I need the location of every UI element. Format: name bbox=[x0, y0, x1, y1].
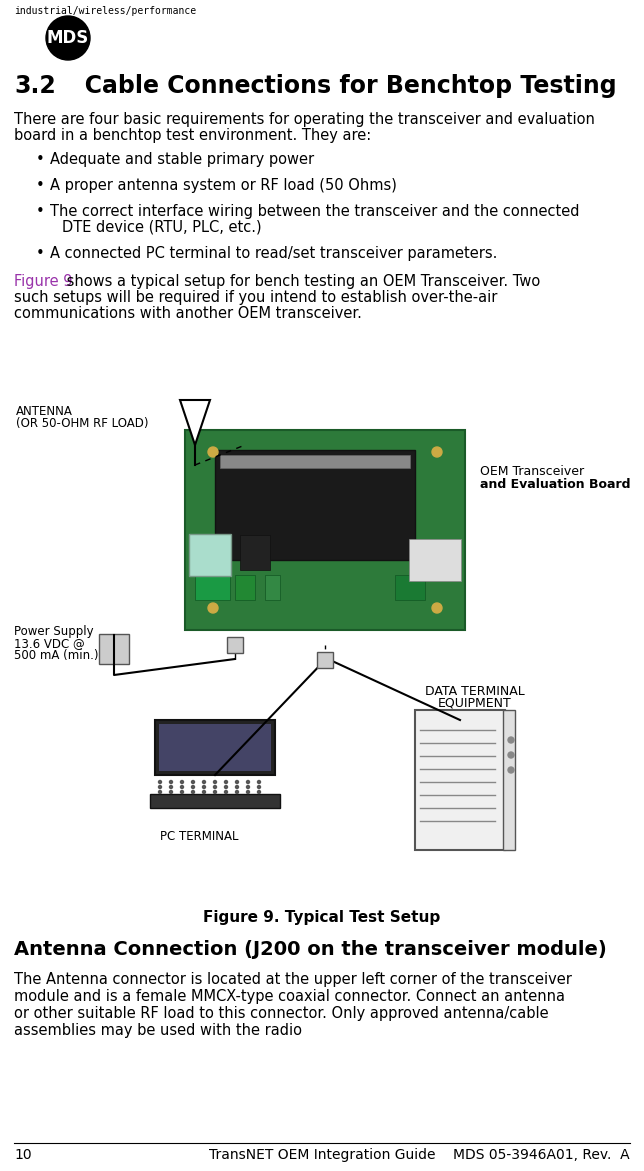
Circle shape bbox=[202, 790, 205, 794]
Text: shows a typical setup for bench testing an OEM Transceiver. Two: shows a typical setup for bench testing … bbox=[62, 274, 540, 289]
Circle shape bbox=[46, 16, 90, 60]
Circle shape bbox=[169, 790, 173, 794]
Circle shape bbox=[208, 603, 218, 612]
Circle shape bbox=[225, 781, 227, 783]
Circle shape bbox=[180, 786, 184, 788]
Text: and Evaluation Board: and Evaluation Board bbox=[480, 478, 630, 491]
Text: Antenna Connection (J200 on the transceiver module): Antenna Connection (J200 on the transcei… bbox=[14, 940, 607, 959]
FancyBboxPatch shape bbox=[220, 456, 410, 468]
Circle shape bbox=[258, 786, 261, 788]
Circle shape bbox=[247, 786, 249, 788]
FancyBboxPatch shape bbox=[189, 534, 231, 576]
Circle shape bbox=[191, 790, 194, 794]
Text: 500 mA (min.): 500 mA (min.) bbox=[14, 649, 99, 662]
Text: (OR 50-OHM RF LOAD): (OR 50-OHM RF LOAD) bbox=[16, 417, 149, 430]
Text: Figure 9. Typical Test Setup: Figure 9. Typical Test Setup bbox=[204, 910, 440, 925]
Circle shape bbox=[191, 781, 194, 783]
Text: board in a benchtop test environment. They are:: board in a benchtop test environment. Th… bbox=[14, 128, 371, 143]
FancyBboxPatch shape bbox=[415, 710, 505, 850]
Circle shape bbox=[432, 447, 442, 457]
Text: •: • bbox=[36, 152, 44, 167]
FancyBboxPatch shape bbox=[235, 575, 255, 600]
Text: The Antenna connector is located at the upper left corner of the transceiver: The Antenna connector is located at the … bbox=[14, 972, 572, 987]
Circle shape bbox=[214, 786, 216, 788]
Text: •: • bbox=[36, 178, 44, 193]
Circle shape bbox=[247, 781, 249, 783]
Circle shape bbox=[432, 603, 442, 612]
Text: TransNET OEM Integration Guide: TransNET OEM Integration Guide bbox=[209, 1148, 435, 1162]
Circle shape bbox=[214, 781, 216, 783]
Text: A connected PC terminal to read/set transceiver parameters.: A connected PC terminal to read/set tran… bbox=[50, 246, 497, 261]
Circle shape bbox=[158, 786, 162, 788]
Text: 3.2: 3.2 bbox=[14, 74, 56, 98]
Circle shape bbox=[508, 737, 514, 744]
Circle shape bbox=[247, 790, 249, 794]
Text: 10: 10 bbox=[14, 1148, 32, 1162]
Circle shape bbox=[225, 786, 227, 788]
Circle shape bbox=[508, 767, 514, 773]
Circle shape bbox=[169, 781, 173, 783]
FancyBboxPatch shape bbox=[155, 720, 275, 775]
Text: or other suitable RF load to this connector. Only approved antenna/cable: or other suitable RF load to this connec… bbox=[14, 1006, 549, 1021]
FancyBboxPatch shape bbox=[409, 539, 461, 581]
Circle shape bbox=[180, 781, 184, 783]
Circle shape bbox=[191, 786, 194, 788]
Text: Adequate and stable primary power: Adequate and stable primary power bbox=[50, 152, 314, 167]
FancyBboxPatch shape bbox=[99, 634, 129, 664]
Text: industrial/wireless/performance: industrial/wireless/performance bbox=[14, 6, 196, 16]
Circle shape bbox=[202, 781, 205, 783]
FancyBboxPatch shape bbox=[503, 710, 515, 850]
Circle shape bbox=[225, 790, 227, 794]
FancyBboxPatch shape bbox=[159, 724, 271, 771]
Circle shape bbox=[214, 790, 216, 794]
Text: Power Supply: Power Supply bbox=[14, 625, 93, 638]
Circle shape bbox=[208, 447, 218, 457]
FancyBboxPatch shape bbox=[227, 637, 243, 653]
Text: The correct interface wiring between the transceiver and the connected: The correct interface wiring between the… bbox=[50, 204, 580, 219]
FancyBboxPatch shape bbox=[265, 575, 280, 600]
Circle shape bbox=[180, 790, 184, 794]
Circle shape bbox=[258, 781, 261, 783]
Text: Figure 9: Figure 9 bbox=[14, 274, 73, 289]
Text: DTE device (RTU, PLC, etc.): DTE device (RTU, PLC, etc.) bbox=[62, 220, 261, 235]
Text: communications with another OEM transceiver.: communications with another OEM transcei… bbox=[14, 306, 362, 321]
Text: Cable Connections for Benchtop Testing: Cable Connections for Benchtop Testing bbox=[60, 74, 616, 98]
Circle shape bbox=[158, 781, 162, 783]
Circle shape bbox=[236, 786, 238, 788]
Text: assemblies may be used with the radio: assemblies may be used with the radio bbox=[14, 1023, 302, 1038]
Circle shape bbox=[236, 790, 238, 794]
Text: •: • bbox=[36, 246, 44, 261]
FancyBboxPatch shape bbox=[317, 652, 333, 667]
Circle shape bbox=[236, 781, 238, 783]
Text: MDS: MDS bbox=[47, 29, 89, 47]
Circle shape bbox=[508, 752, 514, 758]
Text: MDS 05-3946A01, Rev.  A: MDS 05-3946A01, Rev. A bbox=[453, 1148, 630, 1162]
Circle shape bbox=[202, 786, 205, 788]
Polygon shape bbox=[180, 400, 210, 445]
Text: •: • bbox=[36, 204, 44, 219]
Text: EQUIPMENT: EQUIPMENT bbox=[438, 697, 512, 710]
Text: such setups will be required if you intend to establish over-the-air: such setups will be required if you inte… bbox=[14, 290, 497, 304]
Text: ANTENNA: ANTENNA bbox=[16, 405, 73, 418]
Text: OEM Transceiver: OEM Transceiver bbox=[480, 465, 584, 478]
FancyBboxPatch shape bbox=[240, 535, 270, 570]
Text: 13.6 VDC @: 13.6 VDC @ bbox=[14, 637, 85, 650]
Text: A proper antenna system or RF load (50 Ohms): A proper antenna system or RF load (50 O… bbox=[50, 178, 397, 193]
Circle shape bbox=[258, 790, 261, 794]
Circle shape bbox=[169, 786, 173, 788]
FancyBboxPatch shape bbox=[395, 575, 425, 600]
Text: DATA TERMINAL: DATA TERMINAL bbox=[425, 685, 525, 698]
Text: There are four basic requirements for operating the transceiver and evaluation: There are four basic requirements for op… bbox=[14, 112, 595, 126]
Text: module and is a female MMCX-type coaxial connector. Connect an antenna: module and is a female MMCX-type coaxial… bbox=[14, 989, 565, 1004]
Circle shape bbox=[158, 790, 162, 794]
FancyBboxPatch shape bbox=[150, 794, 280, 808]
FancyBboxPatch shape bbox=[195, 575, 230, 600]
FancyBboxPatch shape bbox=[215, 450, 415, 560]
FancyBboxPatch shape bbox=[185, 430, 465, 630]
Text: PC TERMINAL: PC TERMINAL bbox=[160, 830, 238, 843]
